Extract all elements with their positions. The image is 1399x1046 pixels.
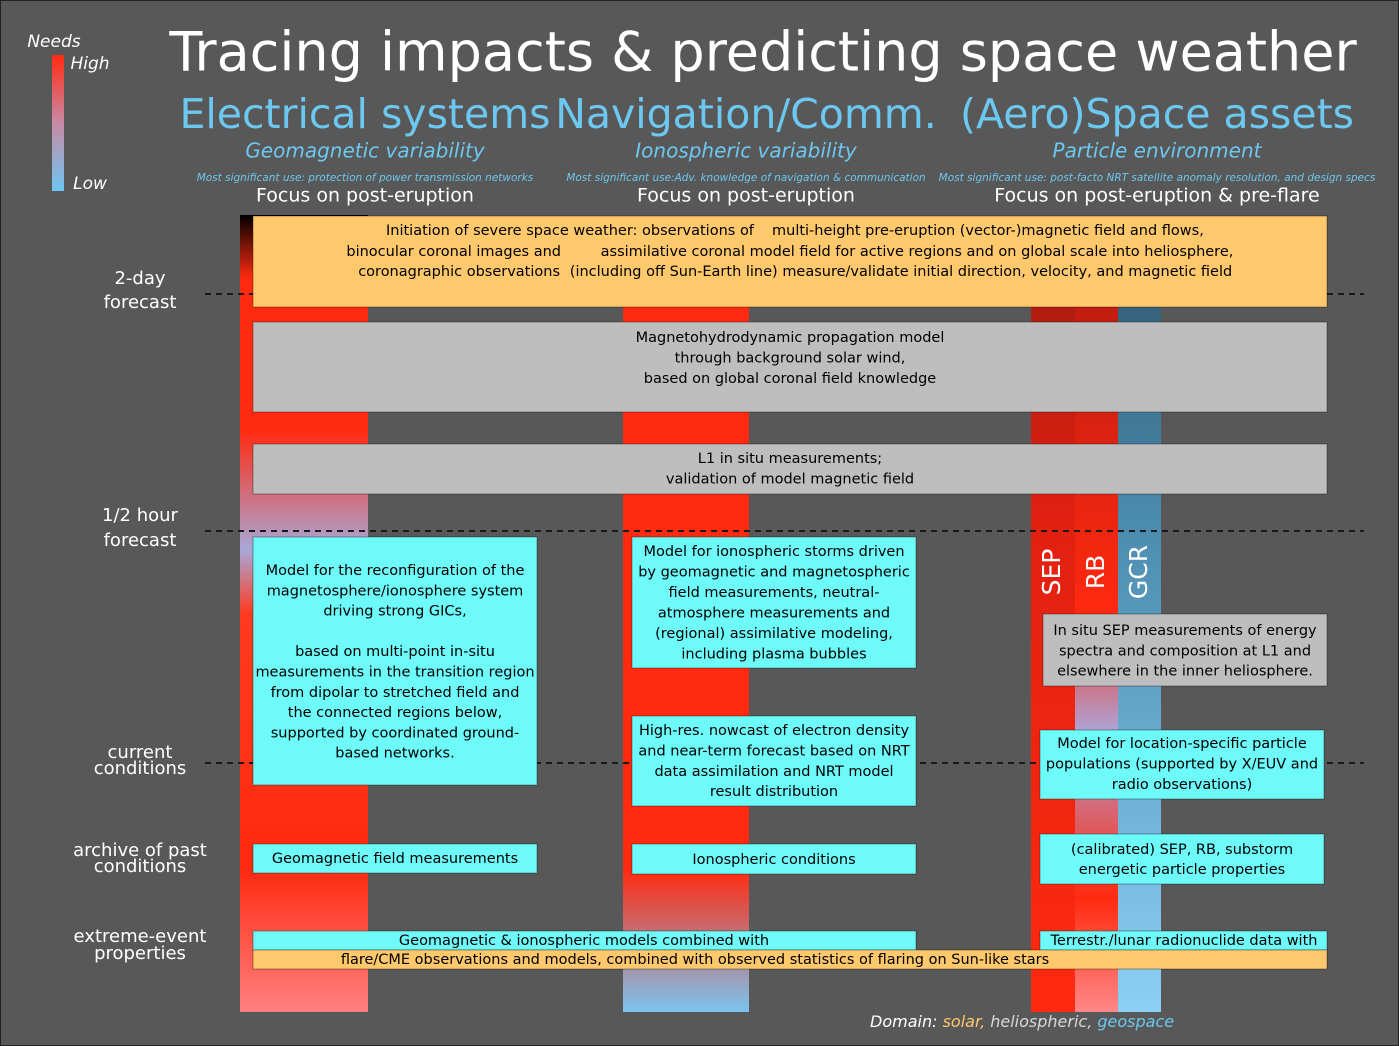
column-use: Most significant use: protection of powe… <box>197 172 534 184</box>
box-text: L1 in situ measurements; <box>698 451 882 467</box>
legend-title: Needs <box>27 32 80 52</box>
box-text: energetic particle properties <box>1079 862 1285 878</box>
column-subtitle: Ionospheric variability <box>635 139 858 163</box>
box <box>252 443 1328 495</box>
column-use: Most significant use: post-facto NRT sat… <box>939 172 1376 184</box>
box-text: Terrestr./lunar radionuclide data with <box>1050 933 1318 949</box>
box-text: Geomagnetic & ionospheric models combine… <box>399 933 769 949</box>
row-label: current <box>108 742 173 763</box>
box-text: Ionospheric conditions <box>692 852 855 868</box>
column-focus: Focus on post-eruption & pre-flare <box>994 185 1320 207</box>
box <box>1042 613 1328 687</box>
box-text: including plasma bubbles <box>681 647 866 663</box>
box-text: Model for the reconfiguration of the <box>266 563 525 579</box>
row-label: 2-day <box>114 268 165 289</box>
box-text: data assimilation and NRT model <box>654 764 893 780</box>
box-text: magnetosphere/ionosphere system <box>267 583 524 599</box>
box <box>252 536 538 786</box>
box <box>252 321 1328 413</box>
box-text: flare/CME observations and models, combi… <box>341 952 1049 968</box>
domain-item: Domain: <box>870 1012 937 1031</box>
box-text: populations (supported by X/EUV and <box>1046 757 1318 773</box>
box <box>631 536 917 669</box>
box-text: (including off Sun-Earth line) measure/v… <box>570 264 1232 280</box>
box <box>1039 729 1325 800</box>
box-text: from dipolar to stretched field and <box>271 685 520 701</box>
box-text: multi-height pre-eruption (vector-)magne… <box>772 223 1204 239</box>
box-text: elsewhere in the inner heliosphere. <box>1057 664 1313 680</box>
box-text: binocular coronal images and <box>346 244 561 260</box>
legend-high: High <box>70 54 109 74</box>
column-subtitle: Particle environment <box>1053 139 1263 163</box>
legend-low: Low <box>73 174 107 194</box>
row-label: forecast <box>104 292 177 313</box>
domain-item: geospace <box>1097 1012 1174 1031</box>
box-text: coronagraphic observations <box>358 264 560 280</box>
bar-label: GCR <box>1124 545 1153 599</box>
box-text: validation of model magnetic field <box>666 472 914 488</box>
box-text: In situ SEP measurements of energy <box>1053 623 1317 639</box>
box-text: through background solar wind, <box>675 351 906 367</box>
column-use: Most significant use:Adv. knowledge of n… <box>566 172 925 184</box>
box-text: supported by coordinated ground- <box>271 725 519 741</box>
domain-item: heliospheric, <box>990 1012 1092 1031</box>
row-label: properties <box>94 943 186 964</box>
box-text: High-res. nowcast of electron density <box>639 723 910 739</box>
domain-legend: Domain: solar, heliospheric, geospace <box>870 1012 1174 1031</box>
box-text: (calibrated) SEP, RB, substorm <box>1071 842 1293 858</box>
row-label: forecast <box>104 530 177 551</box>
box-text: based on global coronal field knowledge <box>644 371 937 387</box>
row-label: archive of past <box>73 840 207 861</box>
row-label: 1/2 hour <box>102 505 179 526</box>
legend-gradient <box>52 55 64 191</box>
column-focus: Focus on post-eruption <box>256 185 474 207</box>
box-text: and near-term forecast based on NRT <box>638 743 909 759</box>
box <box>252 843 538 874</box>
box-text: driving strong GICs, <box>323 604 466 620</box>
column-name: (Aero)Space assets <box>960 90 1354 138</box>
box <box>631 715 917 807</box>
row-label: extreme-event <box>74 926 207 947</box>
box <box>1039 833 1325 885</box>
box-text: field measurements, neutral- <box>669 585 880 601</box>
box-text: Model for ionospheric storms driven <box>643 544 904 560</box>
box-text: Model for location-specific particle <box>1057 736 1307 752</box>
bar-label: SEP <box>1037 549 1066 596</box>
box-text: result distribution <box>710 784 838 800</box>
domain-item: solar, <box>943 1012 986 1031</box>
box-text: based on multi-point in-situ <box>295 644 495 660</box>
row-label: conditions <box>94 758 187 779</box>
box-text: the connected regions below, <box>288 705 502 721</box>
box-text: by geomagnetic and magnetospheric <box>638 565 910 581</box>
box-text: based networks. <box>335 746 454 762</box>
box <box>631 843 917 875</box>
box-text: Magnetohydrodynamic propagation model <box>636 330 945 346</box>
column-focus: Focus on post-eruption <box>637 185 855 207</box>
box-text: radio observations) <box>1112 777 1253 793</box>
column-name: Electrical systems <box>179 90 550 138</box>
box <box>252 949 1328 970</box>
box-text: Geomagnetic field measurements <box>272 851 518 867</box>
box-text: Initiation of severe space weather: obse… <box>386 223 755 239</box>
box-text: (regional) assimilative modeling, <box>655 626 893 642</box>
box-text: spectra and composition at L1 and <box>1059 643 1311 659</box>
box-text: measurements in the transition region <box>255 665 534 681</box>
title: Tracing impacts & predicting space weath… <box>168 21 1357 84</box>
bar-label: RB <box>1081 555 1110 590</box>
box-text: assimilative coronal model field for act… <box>601 244 1234 260</box>
content: Tracing impacts & predicting space weath… <box>27 21 1376 1031</box>
column-subtitle: Geomagnetic variability <box>245 139 486 163</box>
row-label: conditions <box>94 856 187 877</box>
initiation-box <box>252 215 1328 308</box>
column-name: Navigation/Comm. <box>555 90 937 138</box>
box-text: atmosphere measurements and <box>658 606 890 622</box>
